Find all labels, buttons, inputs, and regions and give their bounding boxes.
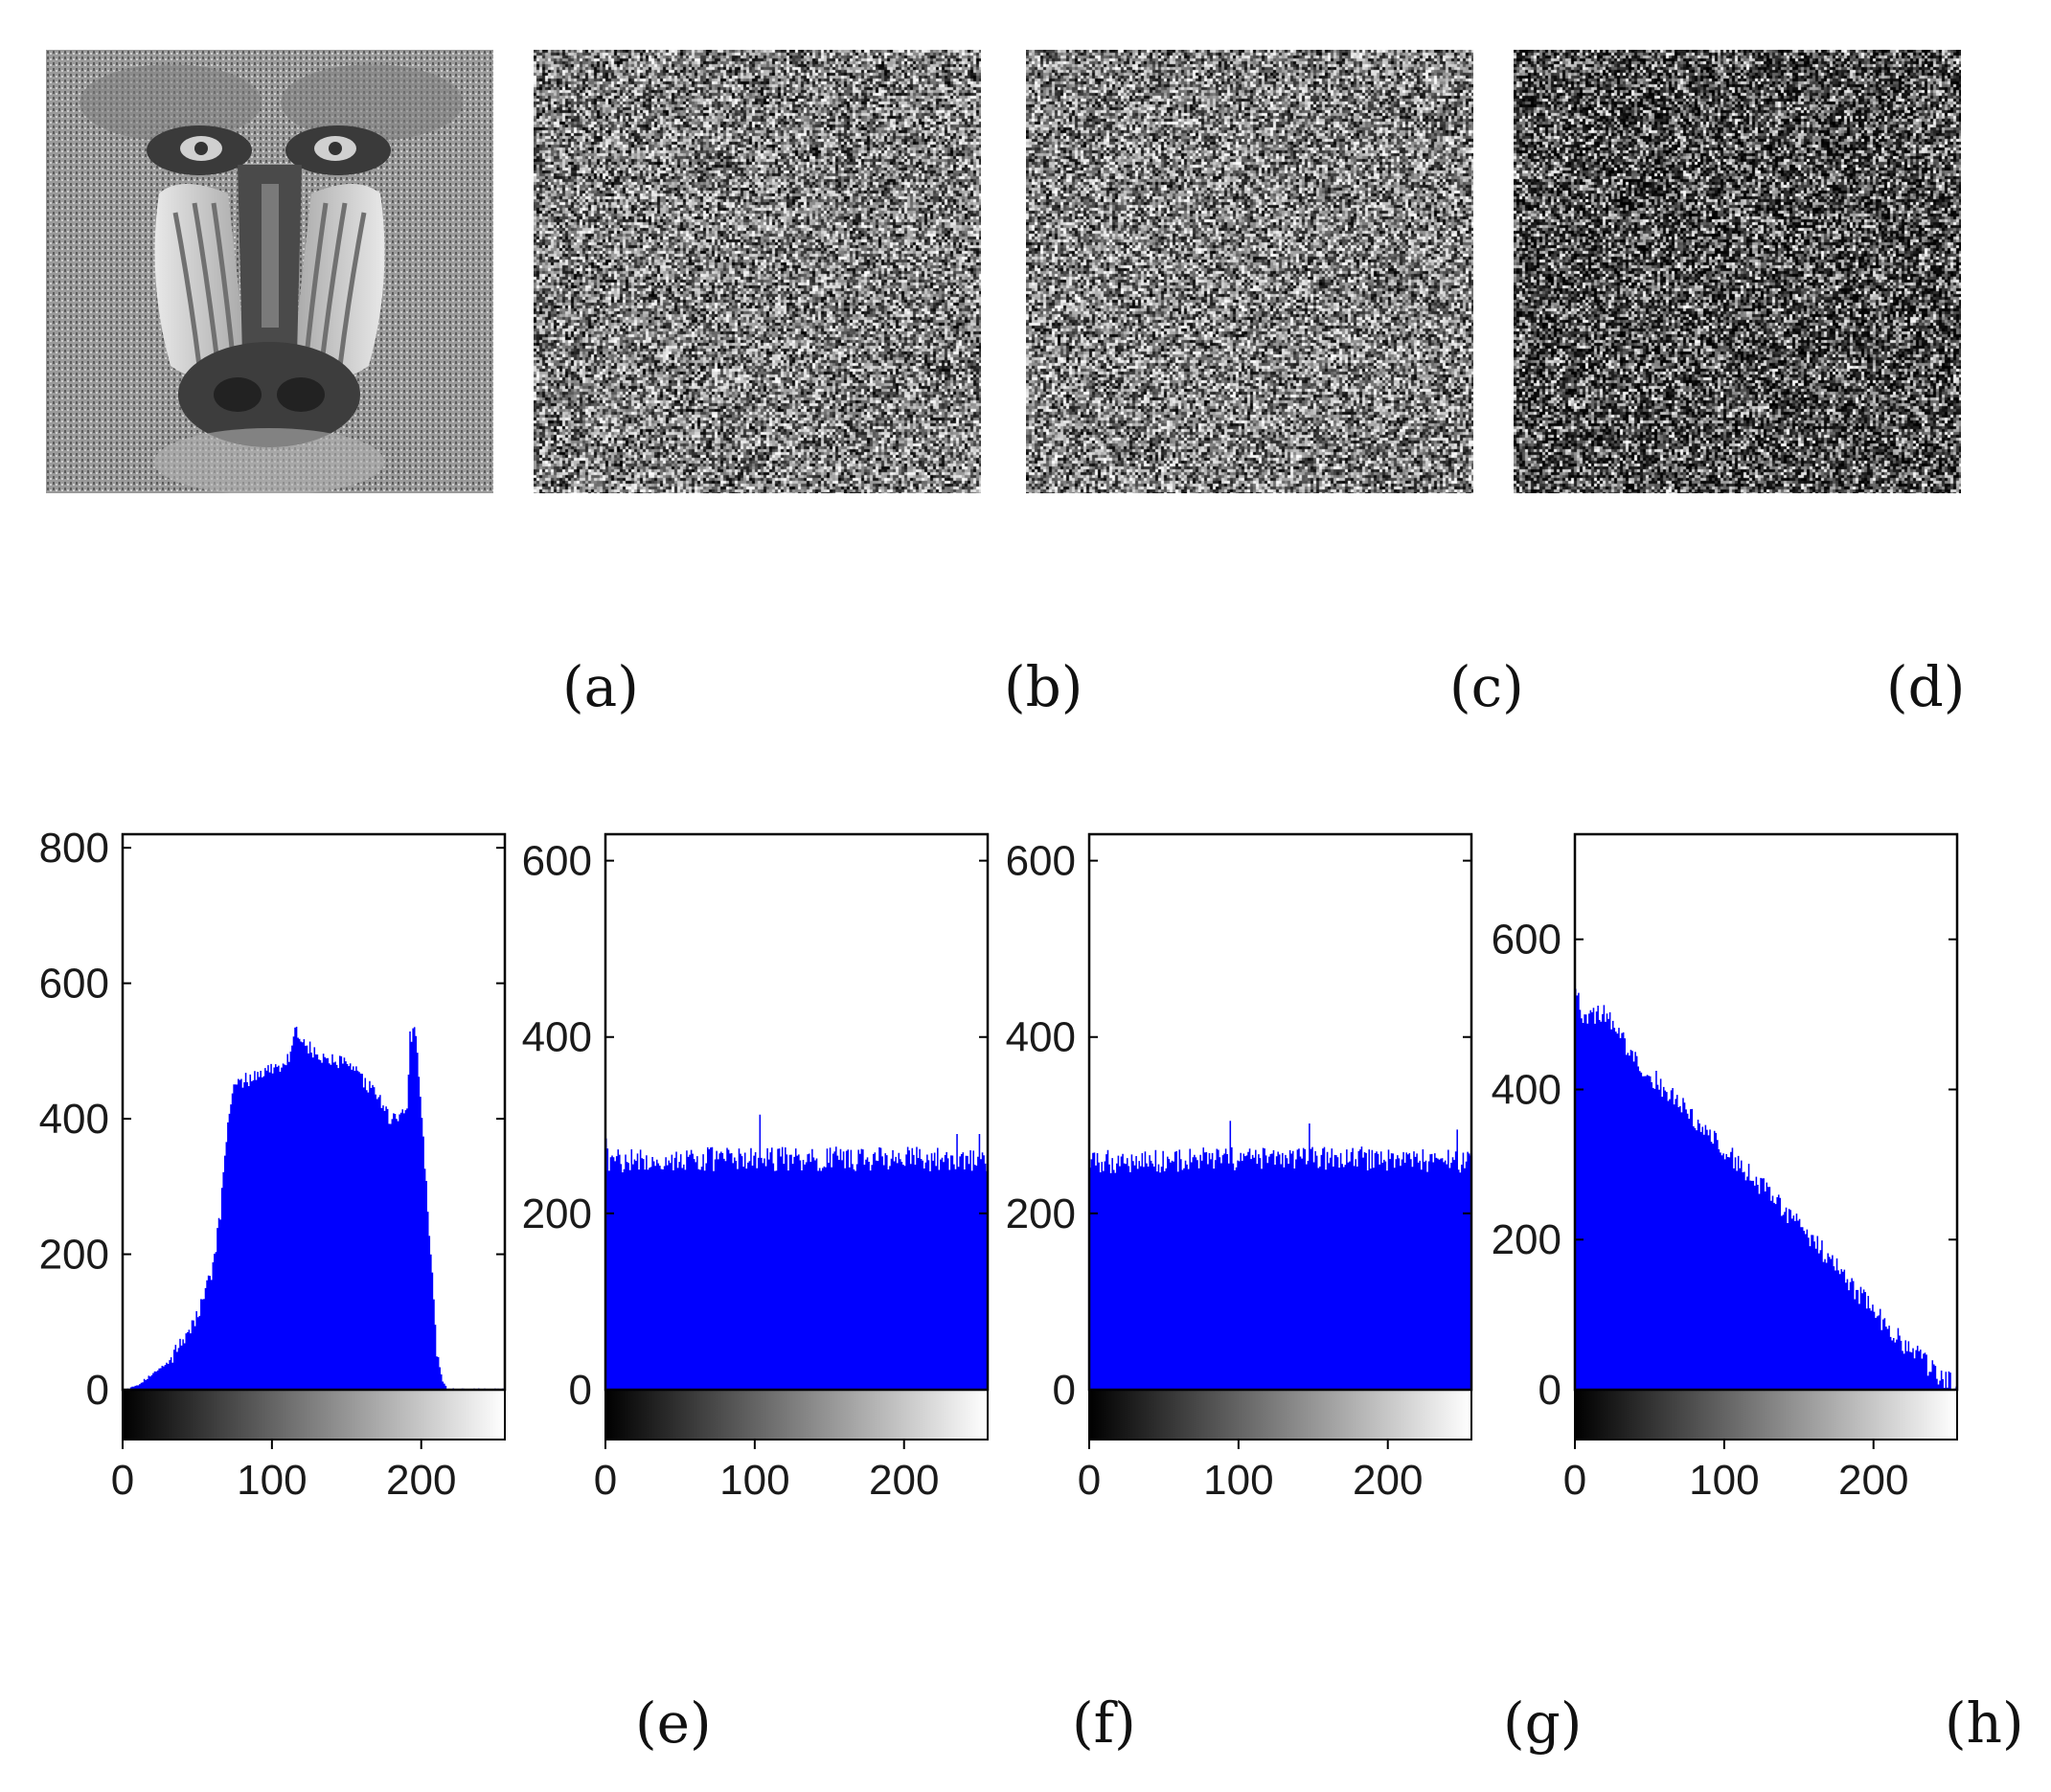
y-tick-label: 400 <box>1006 1014 1076 1061</box>
histogram-bars <box>1089 1121 1471 1390</box>
plot-frame <box>121 832 507 1392</box>
histogram-g: 0 200 400 600 0 100 200 <box>1006 832 1473 1504</box>
caption-d: (d) <box>1886 654 1966 719</box>
y-tick-label: 0 <box>1053 1367 1076 1414</box>
caption-c: (c) <box>1449 654 1524 719</box>
caption-e: (e) <box>635 1690 712 1756</box>
plot-frame <box>604 832 990 1392</box>
noise-image-c <box>1026 50 1473 493</box>
y-tick-label: 0 <box>86 1367 109 1414</box>
grayscale-colorbar <box>604 1389 989 1440</box>
x-tick-label: 100 <box>237 1457 307 1504</box>
x-tick-label: 0 <box>1563 1457 1586 1504</box>
noise-image-b <box>534 50 981 493</box>
y-tick-label: 200 <box>1492 1216 1561 1263</box>
x-tick-label: 100 <box>719 1457 789 1504</box>
histogram-bars <box>1575 988 1957 1390</box>
y-tick-label: 600 <box>1006 838 1076 885</box>
x-tick-label: 200 <box>1353 1457 1423 1504</box>
x-tick-label: 0 <box>594 1457 617 1504</box>
x-tick-label: 100 <box>1203 1457 1273 1504</box>
caption-h: (h) <box>1945 1690 2024 1756</box>
caption-f: (f) <box>1072 1690 1136 1756</box>
grayscale-colorbar <box>1574 1389 1958 1440</box>
y-tick-label: 600 <box>522 838 592 885</box>
y-tick-label: 200 <box>522 1191 592 1237</box>
x-tick-label: 200 <box>386 1457 456 1504</box>
y-tick-label: 800 <box>39 825 109 872</box>
y-tick-label: 600 <box>39 961 109 1008</box>
histogram-bars <box>605 1114 988 1390</box>
y-tick-label: 600 <box>1492 917 1561 964</box>
caption-a: (a) <box>562 654 639 719</box>
x-tick-label: 200 <box>1838 1457 1908 1504</box>
y-tick-label: 400 <box>39 1096 109 1143</box>
x-tick-label: 100 <box>1689 1457 1759 1504</box>
noise-image-d <box>1514 50 1961 493</box>
y-tick-label: 200 <box>1006 1191 1076 1237</box>
y-tick-label: 0 <box>1538 1367 1561 1414</box>
baboon-image <box>46 50 493 493</box>
plot-frame <box>1087 832 1473 1392</box>
x-tick-label: 0 <box>1078 1457 1101 1504</box>
y-tick-label: 400 <box>1492 1066 1561 1113</box>
y-tick-label: 200 <box>39 1232 109 1279</box>
histogram-bars <box>123 1026 505 1390</box>
x-tick-label: 200 <box>869 1457 939 1504</box>
y-tick-label: 400 <box>522 1014 592 1061</box>
caption-g: (g) <box>1503 1690 1583 1756</box>
grayscale-colorbar <box>1088 1389 1472 1440</box>
plot-frame <box>1573 832 1959 1392</box>
grayscale-colorbar <box>122 1389 506 1440</box>
caption-b: (b) <box>1004 654 1083 719</box>
y-tick-label: 0 <box>569 1367 592 1414</box>
histogram-e: 0 200 400 600 800 0 100 200 <box>39 825 507 1504</box>
histogram-f: 0 200 400 600 0 100 200 <box>522 832 990 1504</box>
histogram-h: 0 200 400 600 0 100 200 <box>1492 832 1959 1504</box>
x-tick-label: 0 <box>111 1457 134 1504</box>
